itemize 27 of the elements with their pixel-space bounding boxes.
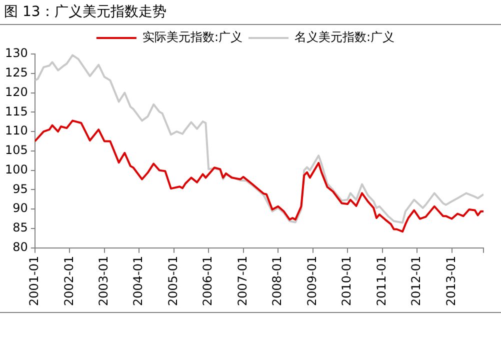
x-tick-label: 2010-01: [340, 256, 354, 306]
legend-label: 实际美元指数:广义: [142, 30, 243, 44]
y-tick-label: 90: [12, 201, 28, 216]
x-tick-label: 2009-01: [304, 256, 319, 306]
x-tick-label: 2011-01: [374, 256, 388, 306]
x-tick-label: 2003-01: [96, 256, 111, 306]
x-tick-label: 2012-01: [409, 256, 424, 306]
y-tick-label: 105: [5, 143, 28, 158]
x-tick-label: 2008-01: [270, 256, 284, 306]
y-tick-label: 95: [12, 182, 28, 196]
x-tick-label: 2013-01: [444, 256, 458, 306]
y-tick-label: 80: [12, 240, 28, 254]
y-tick-label: 85: [12, 220, 28, 235]
y-tick-label: 115: [5, 104, 28, 118]
x-tick-label: 2004-01: [131, 256, 146, 306]
y-tick-label: 110: [5, 124, 28, 138]
legend-label: 名义美元指数:广义: [294, 30, 395, 44]
y-tick-label: 125: [5, 66, 28, 80]
chart-title: 图 13：广义美元指数走势: [4, 3, 166, 21]
x-tick-label: 2006-01: [200, 256, 215, 306]
y-tick-label: 120: [5, 84, 28, 99]
x-tick-label: 2001-01: [27, 256, 42, 306]
x-tick-label: 2007-01: [235, 256, 250, 306]
x-tick-label: 2002-01: [62, 256, 76, 306]
y-tick-label: 130: [5, 46, 28, 60]
y-tick-label: 100: [5, 162, 28, 176]
x-tick-label: 2005-01: [166, 256, 180, 306]
